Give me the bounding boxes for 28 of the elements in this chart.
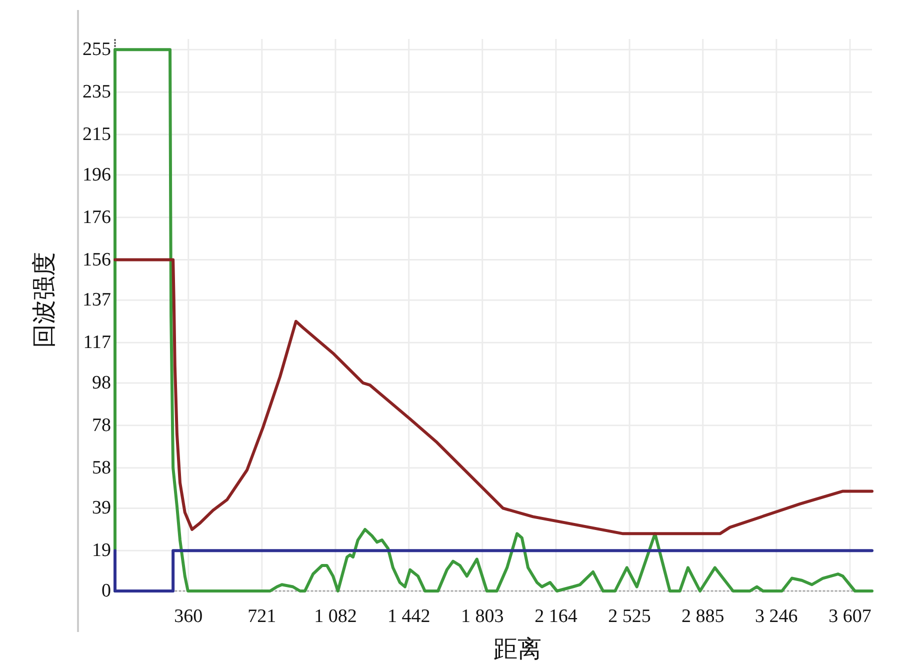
y-axis-title: 回波强度: [31, 252, 58, 348]
y-tick-label: 156: [82, 249, 111, 270]
line-series: [114, 258, 874, 536]
y-tick-label: 58: [92, 457, 111, 478]
x-tick-label: 2 164: [534, 606, 578, 627]
x-axis-title: 距离: [494, 636, 542, 663]
x-tick-label: 1 082: [314, 606, 357, 627]
y-tick-label: 176: [82, 206, 111, 228]
y-tick-label: 39: [92, 498, 111, 519]
x-tick-label: 2 525: [608, 606, 651, 627]
x-tick-label: 721: [248, 606, 276, 627]
y-tick-label: 19: [92, 540, 111, 562]
y-tick-label: 255: [82, 39, 111, 60]
x-tick-label: 2 885: [681, 606, 724, 627]
y-tick-label: 78: [92, 414, 111, 436]
x-tick-label: 1 803: [461, 606, 504, 627]
y-tick-label: 117: [83, 332, 111, 354]
y-tick-label: 196: [82, 164, 111, 186]
y-tick-label: 235: [82, 82, 111, 103]
x-tick-label: 3 246: [755, 606, 798, 627]
line-series: [114, 48, 874, 592]
y-tick-label: 137: [82, 290, 111, 311]
y-tick-label: 0: [102, 580, 111, 602]
x-tick-label: 360: [174, 606, 203, 627]
y-tick-label: 98: [92, 372, 111, 394]
x-tick-label: 3 607: [828, 606, 872, 627]
y-tick-label: 215: [82, 124, 111, 146]
x-tick-label: 1 442: [387, 606, 430, 627]
